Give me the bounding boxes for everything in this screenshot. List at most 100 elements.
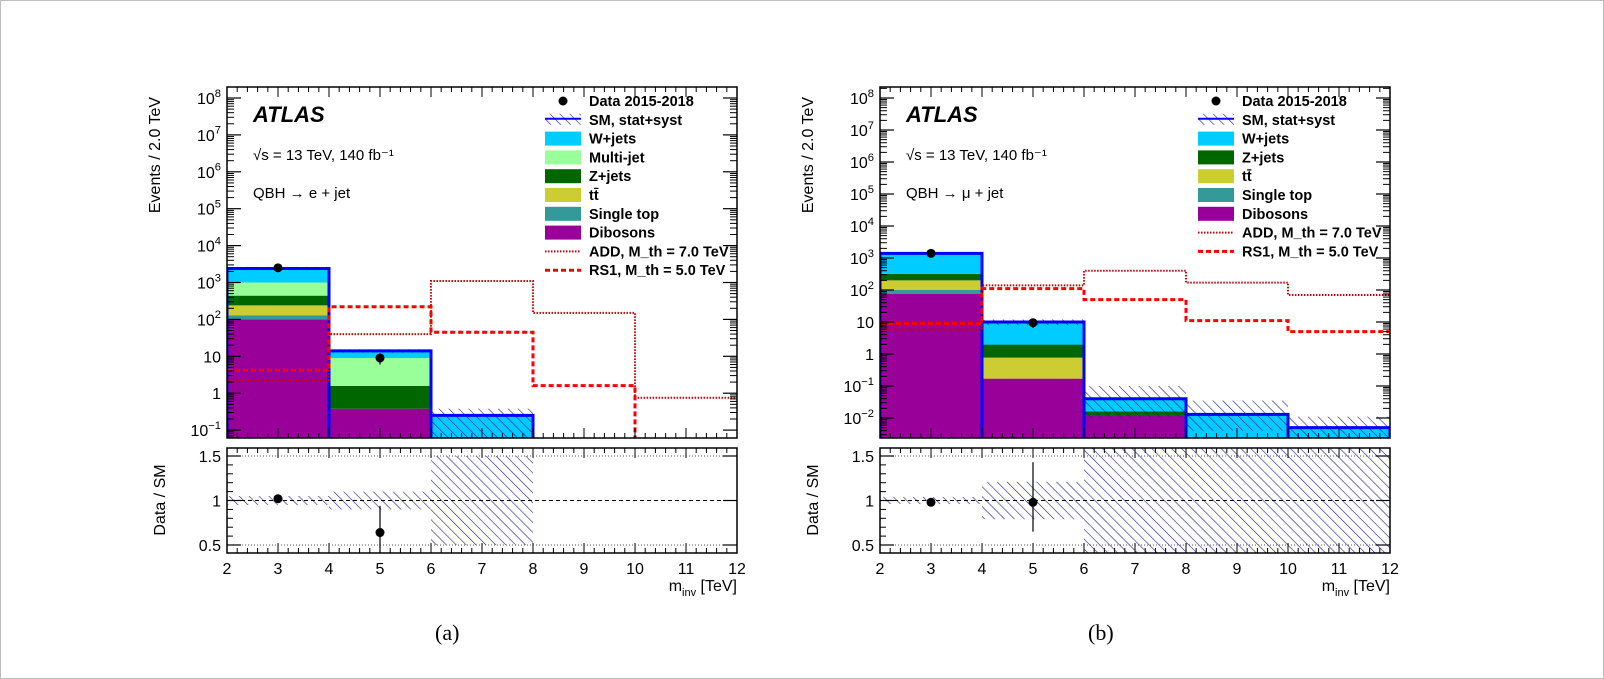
ratio-data-point [926, 497, 936, 507]
ratio-y-tick-label: 0.5 [852, 538, 874, 555]
legend-label: Data 2015-2018 [1242, 94, 1347, 110]
bar-z-jets [329, 385, 431, 409]
bar-dibosons [1084, 415, 1186, 438]
signal-add-line [880, 269, 1390, 331]
signal-rs1-line [880, 287, 1390, 334]
y-tick-label: 108 [197, 88, 221, 108]
legend-label: Z+jets [589, 169, 631, 185]
bar-w-jets [880, 253, 982, 274]
legend-swatch [1198, 169, 1234, 184]
main-plot-area [880, 248, 1390, 438]
bar-dibosons [880, 293, 982, 438]
legend-label: Single top [589, 207, 659, 223]
y-tick-label: 105 [850, 184, 874, 204]
y-tick-label: 10−1 [190, 420, 221, 440]
legend-label: ADD, M_th = 7.0 TeV [1242, 226, 1382, 242]
legend-swatch [1198, 188, 1234, 202]
bar-tt- [227, 305, 329, 316]
x-tick-label: 11 [678, 561, 695, 578]
energy-lumi-annotation: √s = 13 TeV, 140 fb⁻¹ [253, 147, 394, 164]
ratio-y-tick-label: 1 [212, 494, 221, 511]
legend-label: tt̄ [589, 187, 599, 204]
bar-single-top [880, 290, 982, 294]
bar-tt- [982, 357, 1084, 379]
legend-label: W+jets [589, 132, 636, 148]
y-tick-label: 107 [850, 120, 874, 140]
ratio-y-tick-label: 0.5 [199, 538, 221, 555]
x-tick-label: 7 [478, 561, 487, 578]
x-tick-label: 6 [427, 561, 436, 578]
ratio-data-point [273, 494, 283, 504]
caption-a: (a) [435, 620, 460, 645]
y-tick-label: 10−1 [843, 376, 874, 396]
x-tick-label: 2 [876, 561, 885, 578]
y-tick-label: 103 [197, 272, 221, 292]
x-tick-label: 12 [728, 561, 746, 578]
legend-swatch [1198, 131, 1234, 146]
ratio-data-point [375, 528, 385, 538]
x-tick-label: 6 [1080, 561, 1089, 578]
legend-marker-data [1211, 96, 1221, 106]
y-tick-label: 10 [203, 349, 221, 366]
x-tick-label: 4 [325, 561, 334, 578]
x-tick-label: 3 [274, 561, 283, 578]
legend-label: Dibosons [1242, 207, 1308, 223]
ratio-uncertainty-band [329, 491, 431, 510]
data-point [273, 263, 283, 273]
legend-swatch [545, 131, 581, 146]
ratio-y-axis-label: Data / SM [152, 464, 169, 535]
legend-label: Multi-jet [589, 150, 645, 166]
legend-label: RS1, M_th = 5.0 TeV [1242, 244, 1379, 260]
x-tick-label: 8 [1182, 561, 1191, 578]
y-tick-label: 1 [212, 386, 221, 403]
x-tick-label: 2 [223, 561, 232, 578]
main-plot-area [227, 263, 737, 438]
sm-uncertainty-band [1084, 386, 1186, 418]
x-tick-label: 12 [1381, 561, 1399, 578]
legend-swatch [545, 150, 581, 165]
y-axis-label: Events / 2.0 TeV [800, 97, 817, 214]
legend-label: ADD, M_th = 7.0 TeV [589, 244, 729, 260]
channel-annotation: QBH → μ + jet [906, 185, 1004, 202]
bar-z-jets [880, 273, 982, 281]
legend-swatch [1198, 206, 1234, 221]
energy-lumi-annotation: √s = 13 TeV, 140 fb⁻¹ [906, 147, 1047, 164]
y-axis-label: Events / 2.0 TeV [147, 97, 164, 214]
x-tick-label: 10 [1279, 561, 1297, 578]
ratio-y-tick-label: 1.5 [852, 449, 874, 466]
y-tick-label: 104 [850, 216, 874, 236]
legend-label: Dibosons [589, 226, 655, 242]
data-point [1028, 318, 1038, 328]
x-tick-label: 5 [1029, 561, 1038, 578]
y-tick-label: 10−2 [843, 408, 874, 428]
atlas-label: ATLAS [252, 102, 325, 127]
y-tick-label: 102 [850, 280, 874, 300]
legend-label: W+jets [1242, 132, 1289, 148]
legend-swatch [1198, 150, 1234, 165]
y-tick-label: 106 [850, 152, 874, 172]
bar-w-jets [982, 322, 1084, 345]
y-tick-label: 1 [865, 347, 874, 364]
legend-swatch [545, 206, 581, 221]
x-tick-label: 9 [1233, 561, 1242, 578]
data-point [926, 248, 936, 258]
legend-label: Data 2015-2018 [589, 94, 694, 110]
y-tick-label: 102 [197, 309, 221, 329]
y-tick-label: 108 [850, 88, 874, 108]
ratio-y-axis-label: Data / SM [805, 464, 822, 535]
caption-b: (b) [1088, 620, 1114, 645]
legend-label: Single top [1242, 188, 1312, 204]
y-tick-label: 103 [850, 248, 874, 268]
legend-marker-data [558, 96, 568, 106]
x-axis-label: minv [TeV] [1322, 578, 1390, 599]
y-tick-label: 106 [197, 162, 221, 182]
bar-w-jets [227, 268, 329, 283]
y-tick-label: 104 [197, 235, 221, 255]
y-tick-label: 10 [856, 315, 874, 332]
panel-b: 10810710610510410310210110−110−2ATLAS√s … [800, 86, 1399, 599]
ratio-y-tick-label: 1 [865, 494, 874, 511]
legend-swatch [545, 169, 581, 184]
x-tick-label: 3 [927, 561, 936, 578]
legend-swatch [545, 188, 581, 202]
